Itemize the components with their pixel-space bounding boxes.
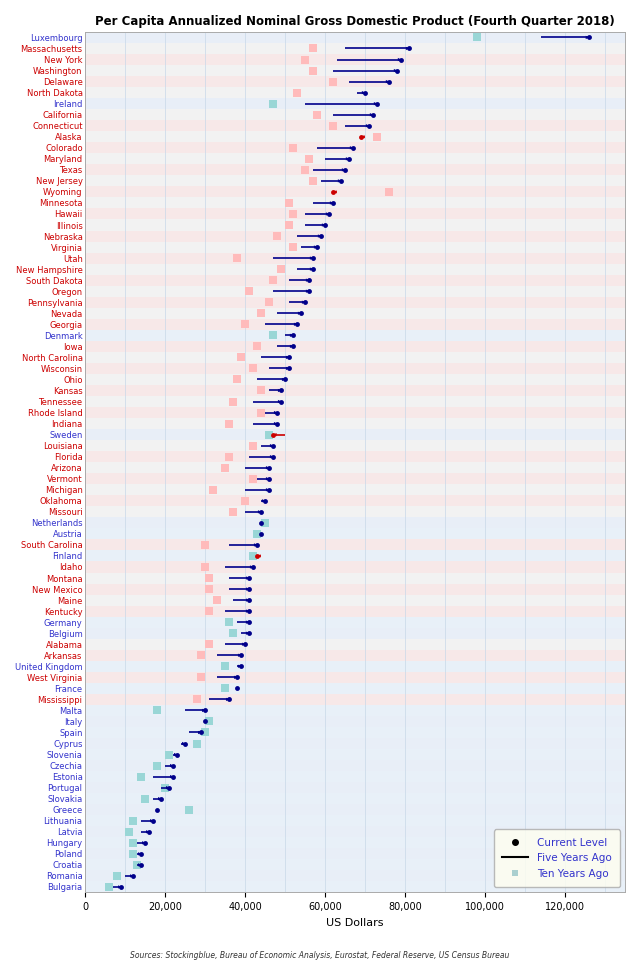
- Bar: [85, 186, 625, 198]
- Bar: [85, 32, 625, 43]
- Bar: [85, 793, 625, 804]
- Bar: [85, 407, 625, 418]
- Bar: [85, 815, 625, 827]
- Bar: [85, 859, 625, 871]
- Bar: [85, 705, 625, 716]
- Bar: [85, 827, 625, 837]
- Bar: [85, 738, 625, 749]
- Bar: [85, 198, 625, 208]
- Bar: [85, 716, 625, 727]
- Text: Sources: Stockingblue, Bureau of Economic Analysis, Eurostat, Federal Reserve, U: Sources: Stockingblue, Bureau of Economi…: [131, 951, 509, 960]
- Bar: [85, 429, 625, 440]
- Bar: [85, 154, 625, 164]
- Bar: [85, 176, 625, 186]
- Legend: Current Level, Five Years Ago, Ten Years Ago: Current Level, Five Years Ago, Ten Years…: [494, 829, 620, 887]
- Bar: [85, 65, 625, 76]
- Bar: [85, 142, 625, 154]
- Bar: [85, 132, 625, 142]
- Bar: [85, 440, 625, 451]
- Bar: [85, 208, 625, 220]
- Bar: [85, 594, 625, 606]
- Title: Per Capita Annualized Nominal Gross Domestic Product (Fourth Quarter 2018): Per Capita Annualized Nominal Gross Dome…: [95, 15, 615, 28]
- Bar: [85, 749, 625, 760]
- Bar: [85, 164, 625, 176]
- Bar: [85, 694, 625, 705]
- Bar: [85, 871, 625, 881]
- Bar: [85, 672, 625, 683]
- Bar: [85, 727, 625, 738]
- Bar: [85, 286, 625, 297]
- Bar: [85, 275, 625, 286]
- Bar: [85, 341, 625, 352]
- Bar: [85, 308, 625, 319]
- Bar: [85, 495, 625, 506]
- Bar: [85, 683, 625, 694]
- Bar: [85, 760, 625, 771]
- Bar: [85, 43, 625, 54]
- Bar: [85, 396, 625, 407]
- Bar: [85, 528, 625, 540]
- Bar: [85, 562, 625, 572]
- Bar: [85, 54, 625, 65]
- Bar: [85, 771, 625, 782]
- Bar: [85, 319, 625, 330]
- Bar: [85, 76, 625, 87]
- Bar: [85, 385, 625, 396]
- Bar: [85, 506, 625, 517]
- Bar: [85, 264, 625, 275]
- Bar: [85, 837, 625, 849]
- Bar: [85, 628, 625, 638]
- Bar: [85, 230, 625, 242]
- Bar: [85, 462, 625, 473]
- Bar: [85, 87, 625, 98]
- Bar: [85, 363, 625, 374]
- Bar: [85, 881, 625, 893]
- Bar: [85, 638, 625, 650]
- Bar: [85, 418, 625, 429]
- Bar: [85, 352, 625, 363]
- Bar: [85, 550, 625, 562]
- Bar: [85, 616, 625, 628]
- Bar: [85, 804, 625, 815]
- Bar: [85, 517, 625, 528]
- Bar: [85, 584, 625, 594]
- Bar: [85, 484, 625, 495]
- Bar: [85, 650, 625, 660]
- Bar: [85, 109, 625, 120]
- Bar: [85, 120, 625, 132]
- Bar: [85, 660, 625, 672]
- Bar: [85, 849, 625, 859]
- Bar: [85, 242, 625, 252]
- X-axis label: US Dollars: US Dollars: [326, 918, 384, 927]
- Bar: [85, 606, 625, 616]
- Bar: [85, 540, 625, 550]
- Bar: [85, 451, 625, 462]
- Bar: [85, 98, 625, 109]
- Bar: [85, 473, 625, 484]
- Bar: [85, 782, 625, 793]
- Bar: [85, 252, 625, 264]
- Bar: [85, 374, 625, 385]
- Bar: [85, 220, 625, 230]
- Bar: [85, 297, 625, 308]
- Bar: [85, 572, 625, 584]
- Bar: [85, 330, 625, 341]
